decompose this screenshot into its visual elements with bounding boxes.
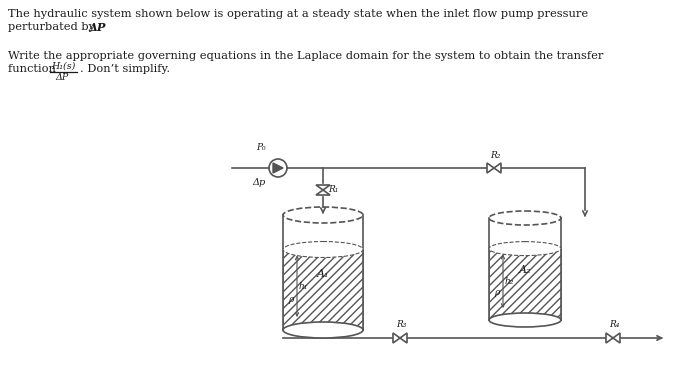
Text: R₁: R₁: [328, 185, 339, 194]
Text: Δp: Δp: [252, 178, 265, 187]
Text: A₁: A₁: [317, 269, 329, 278]
Text: H₁(s): H₁(s): [51, 62, 75, 71]
Text: P₀: P₀: [256, 143, 266, 152]
Polygon shape: [316, 185, 330, 190]
Text: h₂: h₂: [505, 277, 514, 286]
Ellipse shape: [283, 322, 363, 338]
Ellipse shape: [283, 242, 363, 257]
Text: A₂: A₂: [519, 265, 531, 275]
Text: . Don’t simplify.: . Don’t simplify.: [80, 64, 170, 74]
Text: Write the appropriate governing equations in the Laplace domain for the system t: Write the appropriate governing equation…: [8, 51, 603, 61]
Polygon shape: [494, 163, 501, 173]
Bar: [283, 250, 363, 330]
Text: R₃: R₃: [396, 320, 406, 329]
Text: perturbated by: perturbated by: [8, 22, 95, 32]
Polygon shape: [316, 190, 330, 195]
Text: h₁: h₁: [299, 282, 309, 291]
Text: R₂: R₂: [490, 151, 500, 160]
Text: ρ: ρ: [288, 295, 293, 304]
Text: ρ: ρ: [494, 288, 499, 297]
Polygon shape: [606, 333, 613, 343]
Polygon shape: [393, 333, 400, 343]
Polygon shape: [273, 163, 283, 173]
Bar: [489, 249, 561, 320]
Ellipse shape: [489, 242, 561, 256]
Polygon shape: [487, 163, 494, 173]
Polygon shape: [400, 333, 407, 343]
Text: function: function: [8, 64, 59, 74]
Ellipse shape: [489, 313, 561, 327]
Text: R₄: R₄: [609, 320, 619, 329]
Polygon shape: [613, 333, 620, 343]
Text: ΔP: ΔP: [88, 22, 105, 33]
Text: ΔP: ΔP: [55, 73, 68, 82]
Text: The hydraulic system shown below is operating at a steady state when the inlet f: The hydraulic system shown below is oper…: [8, 9, 588, 19]
